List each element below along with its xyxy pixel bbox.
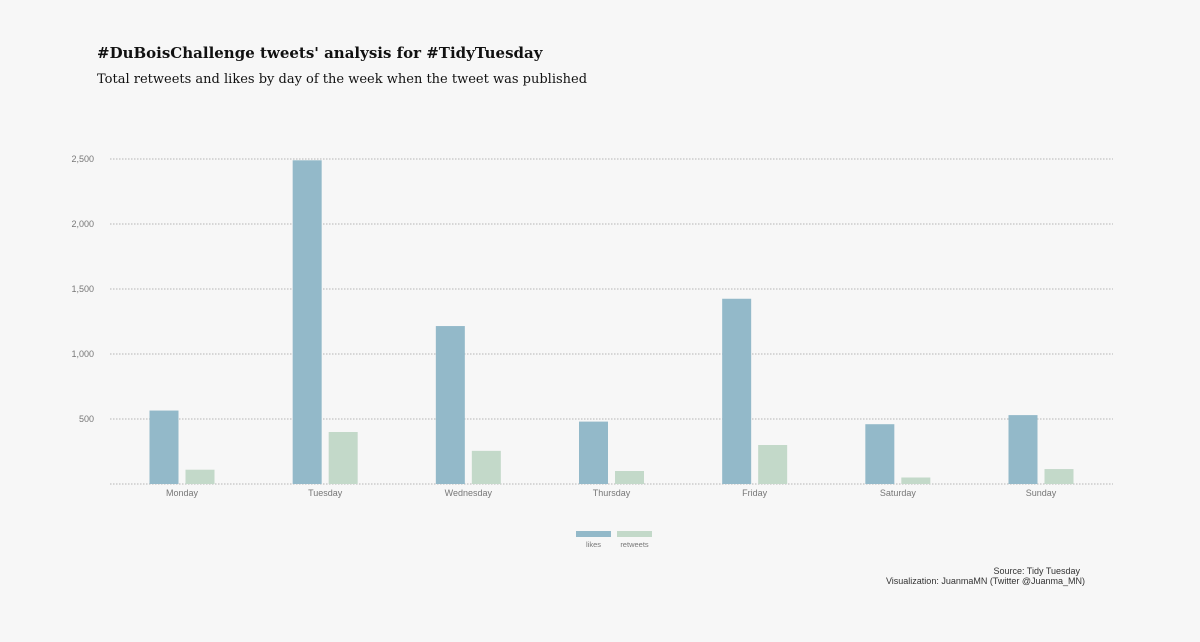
bar-likes-thursday: [579, 421, 608, 484]
x-tick-label: Monday: [166, 488, 199, 498]
bar-retweets-thursday: [615, 471, 644, 484]
credit-caption: Visualization: JuanmaMN (Twitter @Juanma…: [885, 576, 1085, 586]
x-tick-label: Tuesday: [308, 488, 343, 498]
bar-likes-sunday: [1008, 415, 1038, 484]
bar-likes-wednesday: [435, 326, 465, 484]
bar-likes-friday: [722, 298, 752, 484]
bar-likes-saturday: [865, 424, 895, 484]
y-tick-label: 2,500: [71, 154, 94, 164]
x-axis-ticks: Monday Tuesday Wednesday Thursday Friday Satu…: [166, 488, 1057, 498]
legend-swatch-likes: [576, 531, 611, 537]
y-axis-ticks: 500 1,000 1,500 2,000 2,500: [71, 154, 94, 424]
x-tick-label: Sunday: [1026, 488, 1057, 498]
chart-subtitle: Total retweets and likes by day of the w…: [97, 72, 588, 87]
x-tick-label: Wednesday: [445, 488, 493, 498]
chart-title: #DuBoisChallenge tweets' analysis for #T…: [97, 44, 543, 62]
y-tick-label: 1,000: [71, 349, 94, 359]
grid-lines: [110, 158, 1113, 485]
source-caption: Source: Tidy Tuesday: [993, 566, 1080, 576]
x-tick-label: Saturday: [880, 488, 917, 498]
bar-retweets-wednesday: [471, 450, 501, 484]
bars: [149, 160, 1074, 485]
legend: likes retweets: [576, 531, 652, 549]
y-tick-label: 2,000: [71, 219, 94, 229]
bar-retweets-tuesday: [328, 432, 358, 484]
bar-likes-monday: [149, 410, 179, 484]
legend-label-likes: likes: [586, 540, 601, 549]
y-tick-label: 1,500: [71, 284, 94, 294]
legend-swatch-retweets: [617, 531, 652, 537]
bar-retweets-monday: [185, 469, 215, 484]
x-tick-label: Friday: [742, 488, 768, 498]
legend-label-retweets: retweets: [620, 540, 649, 549]
bar-likes-tuesday: [292, 160, 322, 485]
y-tick-label: 500: [79, 414, 94, 424]
bar-retweets-friday: [758, 445, 788, 484]
bar-retweets-saturday: [901, 477, 931, 484]
x-tick-label: Thursday: [593, 488, 631, 498]
bar-retweets-sunday: [1044, 469, 1074, 484]
